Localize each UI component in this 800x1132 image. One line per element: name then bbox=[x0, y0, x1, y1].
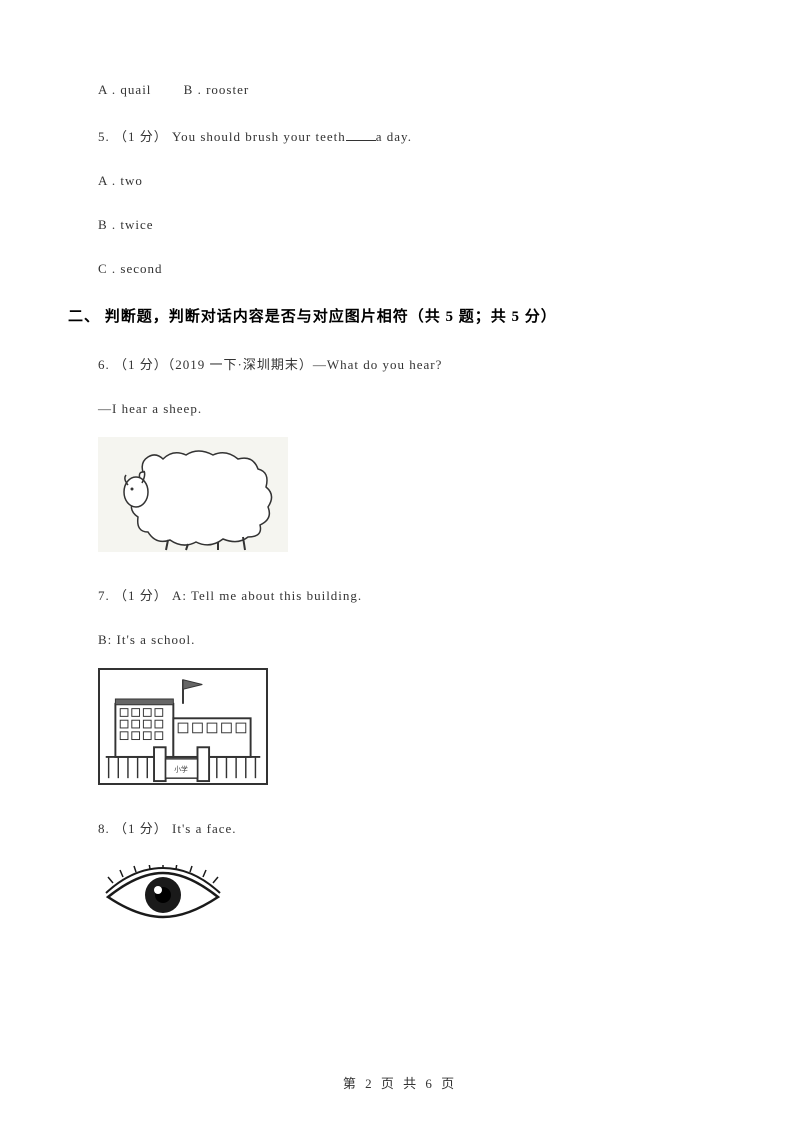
section2-heading: 二、 判断题，判断对话内容是否与对应图片相符（共 5 题；共 5 分） bbox=[68, 305, 732, 326]
q5-option-b: B . twice bbox=[98, 217, 732, 233]
q5-suffix: a day. bbox=[376, 129, 412, 144]
q5-text: 5. （1 分） You should brush your teeth a da… bbox=[98, 126, 732, 145]
q8-image-container bbox=[98, 865, 732, 930]
q7-text: 7. （1 分） A: Tell me about this building. bbox=[98, 585, 732, 604]
school-icon: 小学 bbox=[98, 668, 268, 785]
q6-image-container bbox=[98, 437, 732, 557]
sheep-icon bbox=[98, 437, 288, 552]
q7-image-container: 小学 bbox=[98, 668, 732, 790]
q5-blank bbox=[346, 140, 376, 141]
q4-option-a: A . quail bbox=[98, 82, 151, 97]
page-footer: 第 2 页 共 6 页 bbox=[0, 1073, 800, 1092]
svg-text:小学: 小学 bbox=[174, 764, 188, 773]
q8-text: 8. （1 分） It's a face. bbox=[98, 818, 732, 837]
q7-answer: B: It's a school. bbox=[98, 632, 732, 648]
q5-option-a: A . two bbox=[98, 173, 732, 189]
q5-prefix: 5. （1 分） You should brush your teeth bbox=[98, 129, 346, 144]
q6-text: 6. （1 分）（2019 一下·深圳期末）—What do you hear? bbox=[98, 354, 732, 373]
q6-answer: —I hear a sheep. bbox=[98, 401, 732, 417]
q5-option-c: C . second bbox=[98, 261, 732, 277]
eye-icon bbox=[98, 865, 228, 925]
q4-option-b: B . rooster bbox=[184, 82, 250, 97]
q4-options: A . quail B . rooster bbox=[98, 82, 732, 98]
